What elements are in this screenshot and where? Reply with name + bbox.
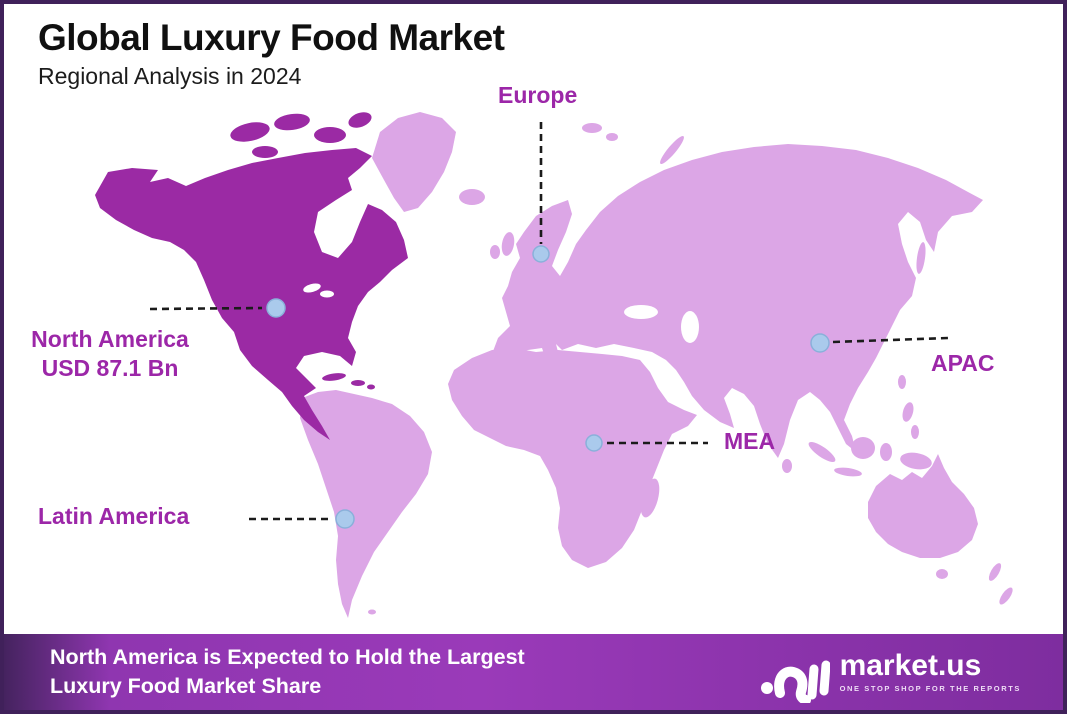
north-america-leader-line [149,306,263,311]
philippines-island-south [911,425,919,439]
africa-landmass [448,348,697,568]
sulawesi-island [880,443,892,461]
philippines-island-north [902,402,914,422]
header: Global Luxury Food Market Regional Analy… [38,17,505,90]
arctic-canada-island [274,113,310,131]
japan-island-south [873,310,887,334]
brand-logo: market.us ONE STOP SHOP FOR THE REPORTS [758,641,1021,703]
page-subtitle: Regional Analysis in 2024 [38,62,302,89]
great-lakes [320,290,334,298]
cuba-island [322,373,346,381]
eurasia-landmass [492,144,983,458]
svalbard-islands [582,123,602,133]
north-america-marker-dot [266,298,286,318]
apac-region-label: APAC [931,350,995,376]
great-lakes [303,283,321,293]
novaya-zemlya-island [660,135,684,165]
footer-note: North America is Expected to Hold the La… [50,643,525,700]
market-us-logo-icon [760,660,830,703]
taiwan-island [898,375,906,389]
black-sea [624,305,658,319]
papua-island [900,452,932,470]
sri-lanka-island [782,459,792,473]
falkland-islands [368,609,376,615]
europe-marker-dot [532,245,550,263]
iceland-landmass [459,189,485,205]
victoria-island [252,146,278,158]
brand-name: market.us [839,649,982,682]
australia-landmass [868,454,978,558]
new-zealand-south-island [999,587,1013,605]
north-america-region-label: North America USD 87.1 Bn [4,325,216,384]
borneo-island [851,437,875,459]
madagascar-island [640,478,660,518]
north-america-value-text: USD 87.1 Bn [41,355,179,382]
arctic-island [606,133,618,141]
north-america-landmass-highlighted [95,148,408,440]
new-zealand-north-island [988,563,1002,581]
brand-text: market.us ONE STOP SHOP FOR THE REPORTS [839,649,1021,694]
great-britain-island [501,232,515,256]
footer-note-line2: Luxury Food Market Share [50,674,322,698]
latin-america-marker-dot [335,509,355,529]
footer-note-line1: North America is Expected to Hold the La… [50,645,525,670]
europe-region-label: Europe [498,82,578,108]
mea-marker-dot [585,434,603,452]
sumatra-island [808,441,836,463]
puerto-rico-island [367,384,375,390]
ireland-island [490,245,500,259]
hispaniola-island [351,380,365,386]
north-america-label-text: North America [31,326,189,352]
arctic-canada-island [230,122,270,142]
caspian-sea [681,311,699,343]
tasmania-island [936,569,948,579]
arctic-canada-island [314,127,346,143]
south-america-landmass [300,390,432,618]
java-island [834,467,862,477]
page-title: Global Luxury Food Market [38,17,505,58]
japan-island-north [882,284,904,312]
greenland-landmass [372,112,456,212]
latin-america-region-label: Latin America [38,503,190,529]
brand-tagline: ONE STOP SHOP FOR THE REPORTS [839,684,1021,693]
footer-banner: North America is Expected to Hold the La… [4,634,1063,710]
apac-marker-dot [810,333,830,353]
mea-region-label: MEA [724,428,776,454]
sakhalin-island [916,242,926,274]
baffin-island [348,112,372,128]
